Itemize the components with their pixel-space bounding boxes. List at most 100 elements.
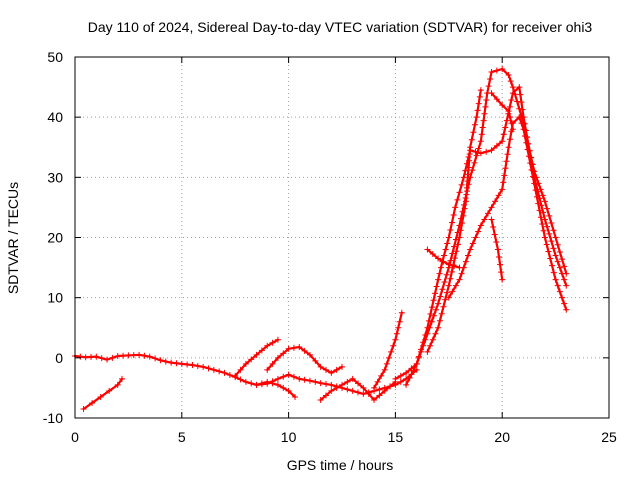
data-point xyxy=(547,255,554,262)
data-point xyxy=(285,387,292,394)
data-point xyxy=(532,187,539,194)
data-point xyxy=(491,231,498,238)
data-point xyxy=(146,353,153,360)
series-track-7 xyxy=(371,309,405,391)
data-point xyxy=(403,381,410,388)
data-point xyxy=(205,365,212,372)
data-point xyxy=(451,263,458,270)
data-point xyxy=(349,375,356,382)
data-point xyxy=(559,256,566,263)
data-point xyxy=(478,131,485,138)
data-point xyxy=(237,366,244,373)
data-point xyxy=(301,376,308,383)
data-point xyxy=(548,238,555,245)
data-point xyxy=(248,356,255,363)
x-tick-label: 20 xyxy=(494,429,510,445)
data-point xyxy=(493,67,500,74)
data-point xyxy=(221,369,228,376)
data-point xyxy=(516,84,523,91)
series-track-3 xyxy=(232,336,281,379)
data-point xyxy=(563,306,570,313)
data-point xyxy=(77,353,84,360)
data-point xyxy=(457,227,464,234)
data-point xyxy=(458,270,465,277)
data-point xyxy=(424,330,431,337)
data-point xyxy=(554,282,561,289)
data-point xyxy=(507,114,514,121)
y-tick-label: 10 xyxy=(47,290,63,306)
data-point xyxy=(461,205,468,212)
data-point xyxy=(505,72,512,79)
data-point xyxy=(539,220,546,227)
x-tick-label: 15 xyxy=(388,429,404,445)
data-point xyxy=(484,210,491,217)
data-point xyxy=(462,198,469,205)
data-point xyxy=(173,360,180,367)
data-point xyxy=(317,396,324,403)
data-point xyxy=(264,366,271,373)
data-point xyxy=(454,241,461,248)
data-point xyxy=(554,258,561,265)
data-point xyxy=(242,360,249,367)
data-point xyxy=(477,222,484,229)
data-point xyxy=(469,167,476,174)
data-point xyxy=(269,380,276,387)
data-point xyxy=(339,381,345,388)
data-point xyxy=(355,389,362,396)
data-point xyxy=(82,354,89,361)
data-point xyxy=(469,240,476,247)
data-point xyxy=(472,234,479,241)
data-point xyxy=(274,336,281,343)
data-point xyxy=(435,324,442,331)
data-point xyxy=(465,252,472,259)
data-point xyxy=(449,288,456,295)
data-point xyxy=(475,145,482,152)
data-point xyxy=(437,293,444,300)
data-point xyxy=(120,352,127,359)
data-point xyxy=(104,356,111,363)
y-tick-label: 0 xyxy=(55,350,63,366)
data-point xyxy=(440,303,447,310)
data-point xyxy=(430,297,437,304)
data-point xyxy=(306,377,313,384)
data-point xyxy=(296,344,303,351)
data-point xyxy=(349,387,356,394)
data-point xyxy=(80,405,87,412)
data-point xyxy=(415,354,422,361)
data-point xyxy=(550,245,557,252)
data-point xyxy=(445,261,452,268)
data-point xyxy=(470,129,477,136)
data-point xyxy=(292,393,299,400)
data-point xyxy=(533,174,540,181)
data-point xyxy=(339,363,345,370)
x-axis-label: GPS time / hours xyxy=(287,457,394,473)
series-track-10 xyxy=(424,87,484,355)
data-point xyxy=(328,387,335,394)
x-tick-label: 5 xyxy=(178,429,186,445)
data-point xyxy=(178,360,185,367)
data-point xyxy=(301,347,308,354)
data-point xyxy=(418,348,425,355)
data-point xyxy=(541,216,548,223)
data-point xyxy=(549,262,556,269)
data-point xyxy=(497,261,504,268)
data-point xyxy=(444,240,451,247)
data-point xyxy=(483,148,490,155)
data-point xyxy=(312,357,319,364)
data-point xyxy=(388,348,395,355)
data-point xyxy=(541,234,548,241)
data-point xyxy=(441,279,448,286)
data-point xyxy=(98,355,105,362)
data-point xyxy=(540,209,547,216)
data-point xyxy=(189,362,196,369)
data-point xyxy=(360,384,367,391)
data-point xyxy=(550,227,557,234)
data-point xyxy=(501,172,508,179)
data-point xyxy=(525,153,532,160)
data-point xyxy=(508,120,515,127)
data-point xyxy=(536,207,543,214)
axis-ticks: 0 5 10 15 20 25 -10 0 10 20 30 40 50 xyxy=(43,49,617,445)
data-point xyxy=(537,214,544,221)
data-point xyxy=(516,114,523,121)
data-point xyxy=(544,205,551,212)
